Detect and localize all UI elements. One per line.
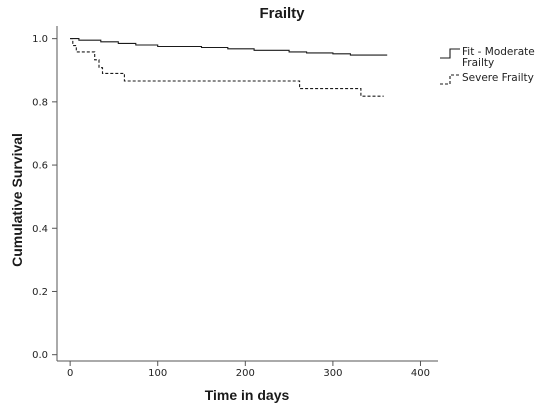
chart-title: Frailty — [259, 5, 305, 22]
y-axis-label: Cumulative Survival — [9, 133, 25, 267]
legend-label: Fit - Moderate Frailty — [462, 46, 535, 69]
legend-symbol — [440, 74, 460, 85]
legend-symbol — [440, 48, 460, 59]
x-tick-label: 200 — [236, 368, 255, 379]
x-tick-label: 300 — [323, 368, 342, 379]
x-tick-label: 100 — [148, 368, 167, 379]
y-tick-label: 0.6 — [32, 161, 48, 172]
legend-label: Severe Frailty — [462, 72, 534, 84]
y-tick-label: 0.8 — [32, 97, 48, 108]
legend: Fit - Moderate Frailty Severe Frailty — [440, 46, 535, 85]
series-group — [70, 38, 388, 97]
x-tick-label: 400 — [411, 368, 430, 379]
axis-ticks: 0.0 0.2 0.4 0.6 0.8 1.0 0 100 200 300 400 — [32, 34, 430, 379]
y-tick-label: 0.2 — [32, 287, 48, 298]
y-tick-label: 1.0 — [32, 34, 48, 45]
x-axis-label: Time in days — [205, 387, 290, 403]
x-tick-label: 0 — [67, 368, 73, 379]
y-tick-label: 0.0 — [32, 350, 48, 361]
y-tick-label: 0.4 — [32, 224, 48, 235]
series-line-fit-moderate-frailty — [70, 38, 388, 56]
series-line-severe-frailty — [70, 38, 384, 97]
